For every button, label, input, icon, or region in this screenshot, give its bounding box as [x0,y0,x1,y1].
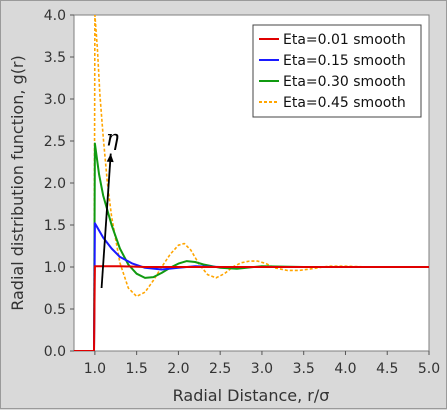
y-tick-label-2: 1.0 [44,260,66,276]
legend: Eta=0.01 smooth Eta=0.15 smooth Eta=0.30 s… [252,24,422,118]
y-tick-label-0: 0.0 [44,344,66,360]
x-tick-label-2: 2.0 [167,361,189,377]
legend-label-2: Eta=0.30 smooth [283,74,406,90]
series-layer [74,15,429,351]
y-tick-label-1: 0.5 [44,302,66,318]
x-tick-label-5: 3.5 [293,361,315,377]
series-line-0 [74,265,429,351]
legend-label-0: Eta=0.01 smooth [283,32,406,48]
y-tick-label-4: 2.0 [44,176,66,192]
y-tick-label-3: 1.5 [44,218,66,234]
series-line-3 [74,15,429,351]
annotation: η [100,127,119,289]
x-axis-title: Radial Distance, r/σ [173,386,330,405]
x-tick-label-4: 3.0 [251,361,273,377]
y-tick-label-6: 3.0 [44,92,66,108]
legend-label-3: Eta=0.45 smooth [283,95,406,111]
x-tick-label-7: 4.5 [376,361,398,377]
x-tick-label-6: 4.0 [334,361,356,377]
x-axis: 1.0 1.5 2.0 2.5 3.0 3.5 4.0 4.5 5.0 [84,351,440,377]
annotation-arrowhead [106,153,114,163]
y-axis: 0.0 0.5 1.0 1.5 2.0 2.5 3.0 3.5 4.0 [44,8,74,360]
legend-label-1: Eta=0.15 smooth [283,53,406,69]
y-tick-label-8: 4.0 [44,8,66,24]
x-tick-label-1: 1.5 [126,361,148,377]
annotation-label: η [106,127,119,152]
y-axis-title: Radial distribution function, g(r) [8,55,27,311]
y-tick-label-5: 2.5 [44,134,66,150]
y-tick-label-7: 3.5 [44,50,66,66]
x-tick-label-8: 5.0 [418,361,440,377]
annotation-arrow [100,153,112,289]
x-tick-label-0: 1.0 [84,361,106,377]
x-tick-label-3: 2.5 [209,361,231,377]
legend-box [252,24,422,118]
